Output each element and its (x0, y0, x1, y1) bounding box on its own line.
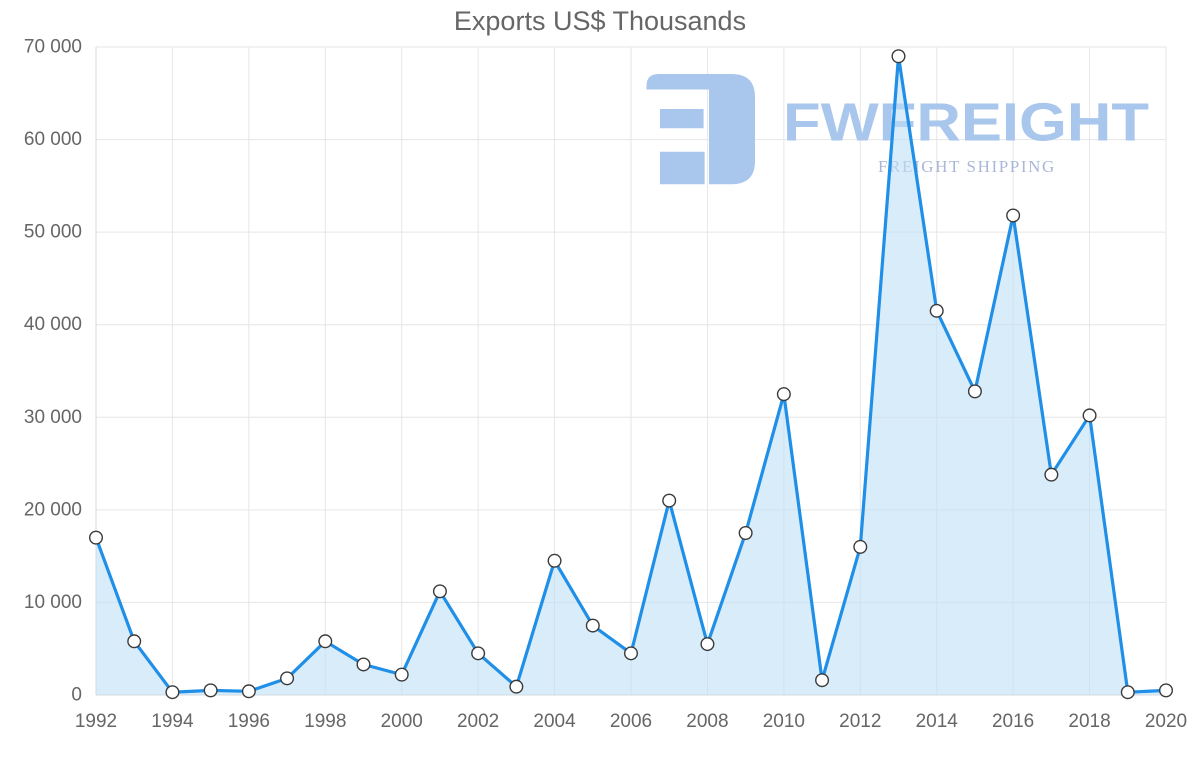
svg-text:10 000: 10 000 (24, 592, 82, 613)
svg-text:2010: 2010 (763, 711, 805, 732)
svg-text:2016: 2016 (992, 711, 1034, 732)
svg-text:2018: 2018 (1068, 711, 1110, 732)
svg-text:2004: 2004 (533, 711, 576, 732)
svg-text:2020: 2020 (1145, 711, 1187, 732)
svg-text:2012: 2012 (839, 711, 881, 732)
svg-text:FWFREIGHT: FWFREIGHT (783, 93, 1149, 153)
svg-text:1992: 1992 (75, 711, 117, 732)
svg-text:50 000: 50 000 (24, 222, 82, 243)
svg-text:2008: 2008 (686, 711, 728, 732)
svg-text:1994: 1994 (151, 711, 194, 732)
svg-text:30 000: 30 000 (24, 407, 82, 428)
svg-text:70 000: 70 000 (24, 37, 82, 58)
svg-text:2002: 2002 (457, 711, 499, 732)
svg-text:20 000: 20 000 (24, 499, 82, 520)
svg-text:1996: 1996 (228, 711, 270, 732)
svg-text:2006: 2006 (610, 711, 652, 732)
svg-text:0: 0 (71, 685, 82, 706)
svg-text:2000: 2000 (381, 711, 423, 732)
svg-text:40 000: 40 000 (24, 314, 82, 335)
svg-text:2014: 2014 (916, 711, 959, 732)
svg-text:1998: 1998 (304, 711, 346, 732)
svg-text:60 000: 60 000 (24, 129, 82, 150)
